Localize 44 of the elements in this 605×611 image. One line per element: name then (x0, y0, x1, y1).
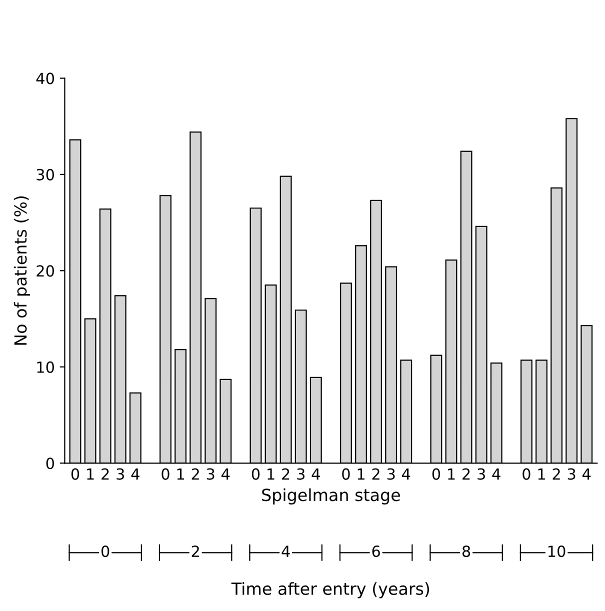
x-tick-label: 3 (478, 468, 485, 480)
text: 6 (372, 546, 380, 558)
y-axis-title: No of patients (%) (14, 196, 30, 345)
x-tick-label: 1 (448, 468, 455, 480)
x-tick-label: 4 (402, 468, 410, 480)
x-tick-label: 4 (492, 468, 500, 480)
text: 2 (192, 546, 199, 557)
x-tick-label: 0 (252, 468, 260, 480)
x-tick-label: 3 (116, 468, 124, 480)
x-tick-label: 1 (177, 468, 184, 480)
x-tick-label: 1 (358, 468, 364, 480)
x-tick-label: 1 (538, 468, 545, 480)
y-tick-label: 30 (36, 168, 54, 180)
x-tick-label: 1 (87, 468, 94, 480)
x-tick-label: 0 (432, 468, 440, 480)
x-tick-label: 4 (131, 468, 140, 480)
x-tick-label: 3 (297, 468, 304, 480)
x-tick-label: 0 (71, 468, 80, 480)
text: 8 (462, 546, 470, 558)
text: Time after entry (years) (231, 582, 430, 598)
y-tick-label: 20 (36, 265, 54, 277)
text: 4 (282, 546, 290, 557)
x-tick-label: 2 (192, 468, 199, 480)
x-axis-title: Spigelman stage (262, 488, 400, 504)
y-tick-label: 10 (37, 361, 54, 373)
text: 10 (548, 546, 566, 558)
x-tick-label: 0 (162, 468, 170, 480)
text: 0 (101, 546, 110, 558)
x-tick-label: 4 (582, 468, 591, 480)
x-tick-label: 2 (102, 468, 109, 480)
x-tick-label: 2 (372, 468, 380, 480)
x-tick-label: 0 (342, 468, 350, 480)
x-tick-label: 3 (206, 468, 214, 480)
x-tick-label: 4 (222, 468, 230, 480)
x-tick-label: 2 (462, 468, 470, 480)
x-tick-label: 4 (312, 468, 320, 480)
y-tick-label: 0 (46, 458, 54, 470)
x-tick-label: 3 (568, 468, 576, 480)
y-tick-label: 40 (36, 72, 54, 84)
x-tick-label: 2 (282, 468, 290, 480)
x-tick-label: 1 (268, 468, 274, 480)
x-tick-label: 0 (522, 468, 530, 480)
x-tick-label: 2 (552, 468, 560, 480)
x-tick-label: 3 (387, 468, 395, 480)
